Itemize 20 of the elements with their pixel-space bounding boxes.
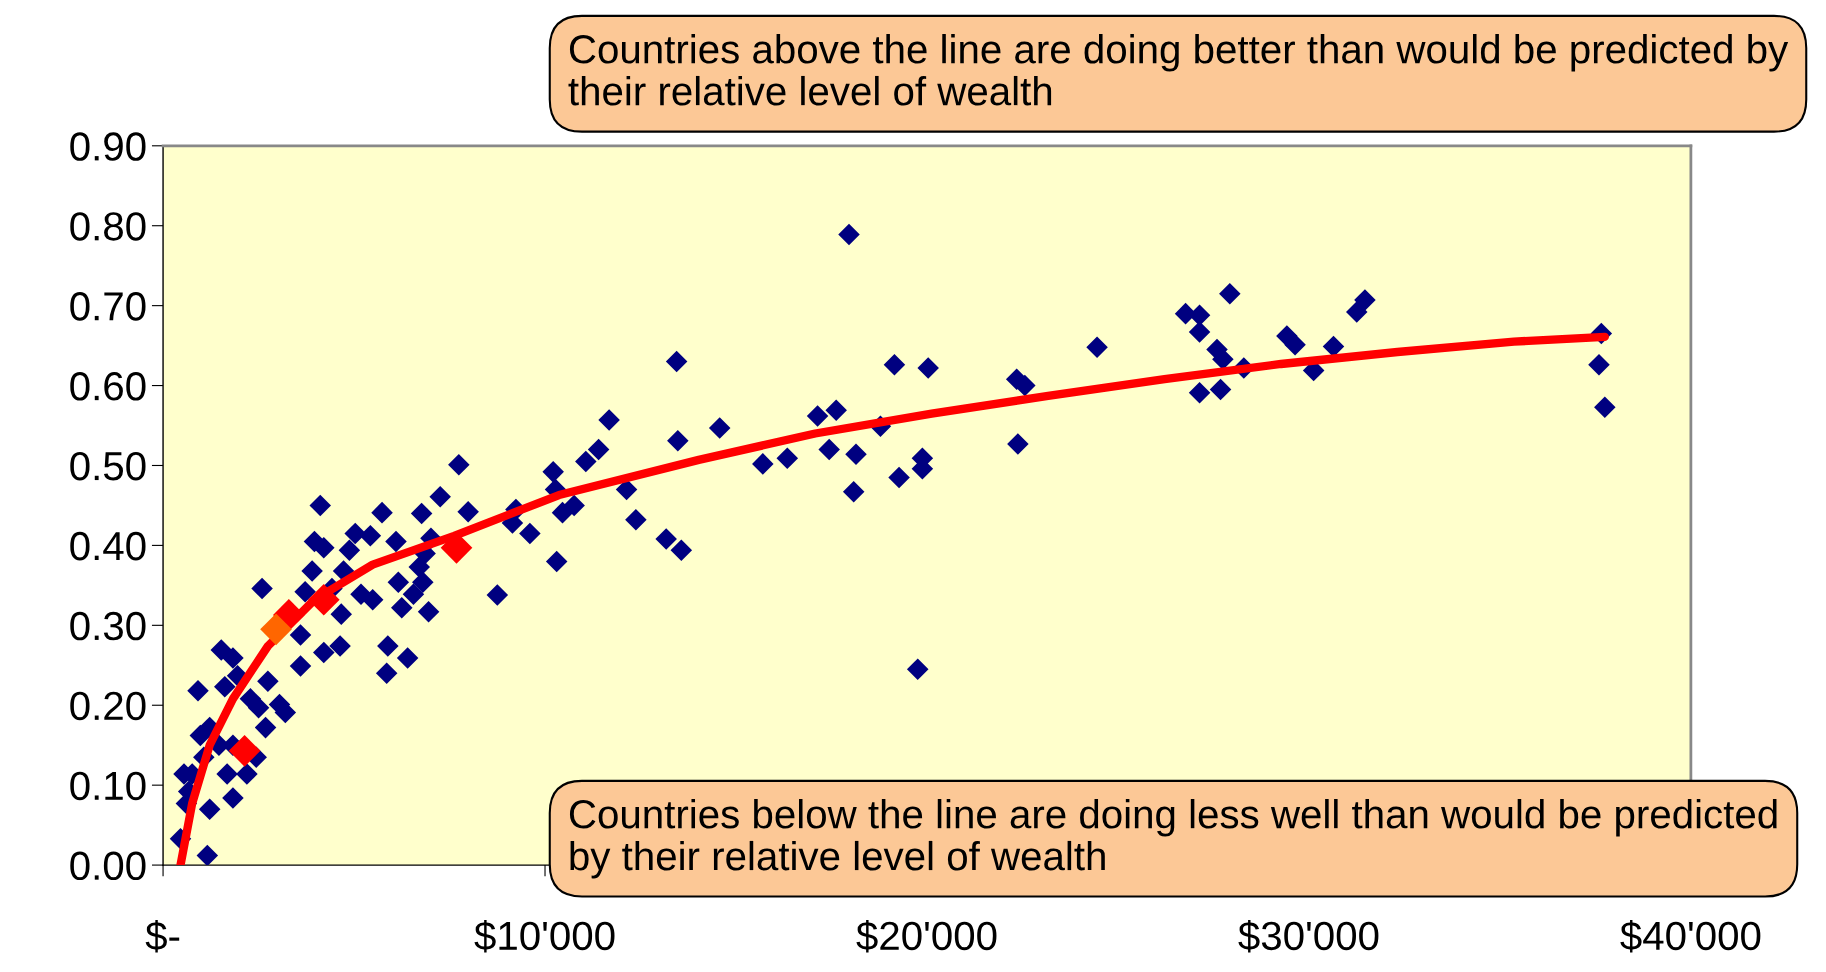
y-tick-label: 0.00 (70, 851, 146, 881)
point (228, 734, 261, 767)
point (307, 583, 340, 616)
text: Countries above the line are doing better than would be predicted by their relative level of wealth (568, 34, 1789, 106)
annotation: Countries below the line are doing less well than would be predicted by their relative level of wealth (569, 798, 1777, 879)
x-tick-label: $30'000 (1238, 920, 1379, 953)
x-tick-label: $10'000 (474, 920, 615, 953)
x-tick-label: $40'000 (1620, 920, 1761, 953)
y-tick-label: 0.30 (70, 611, 146, 641)
y-tick-label: 0.90 (70, 132, 146, 161)
x-tick-label: $- (145, 920, 180, 953)
x-tick-label: $20'000 (856, 920, 997, 953)
y-tick-label: 0.20 (70, 691, 146, 721)
y-tick-label: 0.60 (70, 372, 146, 401)
y-tick-label: 0.40 (70, 531, 146, 561)
y-tick-label: 0.70 (70, 292, 146, 321)
y-tick-label: 0.10 (70, 771, 146, 801)
point (260, 613, 292, 646)
y-tick-label: 0.50 (70, 451, 146, 481)
y-tick-label: 0.80 (70, 212, 146, 241)
